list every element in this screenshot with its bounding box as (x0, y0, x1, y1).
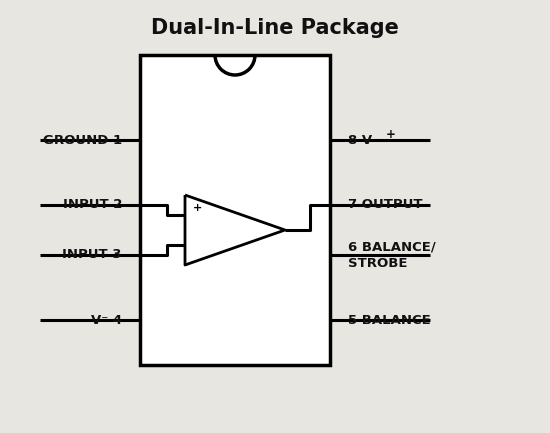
Text: INPUT 3: INPUT 3 (63, 249, 122, 262)
Text: V⁻ 4: V⁻ 4 (91, 313, 122, 326)
Text: 6 BALANCE/
STROBE: 6 BALANCE/ STROBE (348, 240, 436, 270)
Text: +: + (386, 127, 396, 140)
Text: 8 V: 8 V (348, 133, 372, 146)
Text: 5 BALANCE: 5 BALANCE (348, 313, 431, 326)
Bar (140, 55, 330, 365)
Text: GROUND 1: GROUND 1 (43, 133, 122, 146)
Text: INPUT 2: INPUT 2 (63, 198, 122, 211)
Text: Dual-In-Line Package: Dual-In-Line Package (151, 18, 399, 38)
Text: 7 OUTPUT: 7 OUTPUT (348, 198, 422, 211)
Text: +: + (194, 203, 202, 213)
